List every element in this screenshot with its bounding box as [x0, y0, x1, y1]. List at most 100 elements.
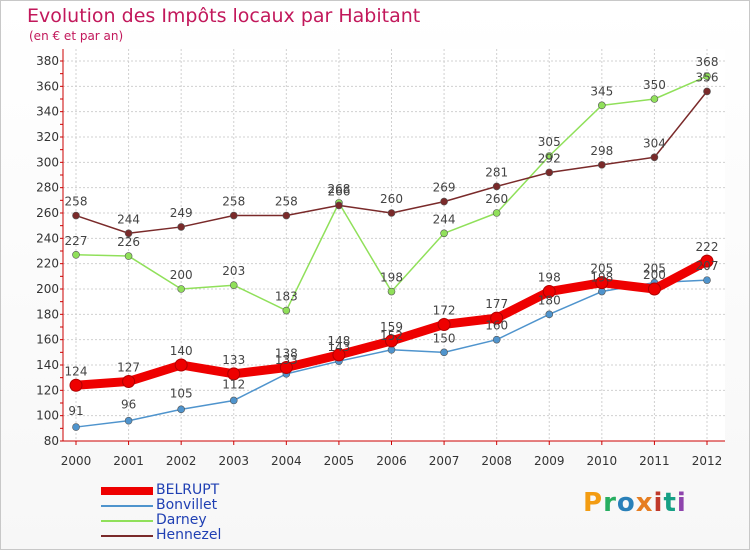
data-label: 91: [68, 404, 83, 418]
chart-subtitle: (en € et par an): [29, 29, 124, 43]
data-point: [650, 95, 659, 103]
data-point: [703, 72, 711, 80]
data-point: [437, 317, 451, 331]
data-label: 258: [275, 195, 298, 209]
logo-letter: r: [603, 488, 617, 518]
data-label: 148: [327, 334, 350, 348]
data-label: 96: [121, 398, 136, 412]
data-label: 356: [696, 70, 719, 84]
x-tick-label: 2012: [692, 454, 723, 468]
data-point: [545, 310, 554, 319]
data-label: 258: [222, 195, 245, 209]
y-tick-label: 180: [36, 307, 59, 321]
data-point: [703, 276, 711, 284]
data-label: 143: [327, 340, 350, 354]
data-label: 258: [65, 195, 88, 209]
data-label: 140: [170, 344, 193, 358]
data-point: [598, 101, 606, 110]
data-label: 177: [485, 297, 508, 311]
plot-area: [63, 49, 725, 441]
data-label: 150: [433, 331, 456, 345]
data-point: [229, 281, 238, 290]
chart-title: Evolution des Impôts locaux par Habitant: [27, 5, 421, 27]
data-label: 183: [275, 290, 298, 304]
data-point: [545, 168, 554, 177]
data-label: 298: [590, 144, 613, 158]
data-label: 244: [117, 212, 140, 226]
x-tick-label: 2002: [166, 454, 197, 468]
legend-label: Hennezel: [156, 527, 222, 543]
legend-label: Darney: [156, 512, 207, 528]
data-label: 159: [380, 320, 403, 334]
data-point: [647, 282, 661, 296]
data-label: 260: [485, 192, 508, 206]
y-tick-label: 160: [36, 333, 59, 347]
data-point: [598, 161, 606, 169]
data-point: [124, 416, 133, 425]
y-tick-label: 220: [36, 257, 59, 271]
data-point: [545, 152, 554, 160]
data-point: [490, 311, 504, 325]
data-label: 205: [643, 262, 666, 276]
data-label: 198: [538, 271, 561, 285]
data-point: [279, 361, 293, 375]
data-point: [72, 211, 80, 220]
data-point: [177, 285, 185, 293]
y-tick-label: 360: [36, 79, 59, 93]
data-point: [387, 209, 396, 217]
data-label: 350: [643, 78, 666, 92]
y-tick-label: 260: [36, 206, 59, 220]
data-label: 133: [275, 353, 298, 367]
data-label: 304: [643, 136, 666, 150]
logo-letter: t: [663, 488, 677, 518]
legend-label: Bonvillet: [156, 497, 218, 513]
y-tick-label: 100: [36, 409, 59, 423]
data-label: 200: [170, 268, 193, 282]
x-tick-label: 2008: [481, 454, 512, 468]
data-point: [282, 306, 291, 315]
data-point: [700, 254, 714, 268]
data-label: 222: [696, 240, 719, 254]
x-tick-label: 2010: [587, 454, 618, 468]
y-tick-label: 140: [36, 358, 59, 372]
x-tick-label: 2000: [61, 454, 92, 468]
y-tick-label: 120: [36, 383, 59, 397]
legend-swatch: [101, 520, 153, 522]
data-point: [124, 229, 133, 238]
data-point: [229, 211, 238, 220]
data-point: [69, 378, 83, 392]
data-label: 138: [275, 347, 298, 361]
data-point: [492, 335, 501, 344]
data-label: 112: [222, 377, 245, 391]
logo-letter: i: [653, 488, 664, 518]
y-tick-label: 340: [36, 105, 59, 119]
data-label: 207: [696, 259, 719, 273]
data-point: [387, 287, 396, 296]
legend-swatch: [101, 535, 153, 537]
logo-letter: x: [635, 488, 654, 518]
data-point: [72, 423, 80, 431]
y-tick-label: 200: [36, 282, 59, 296]
legend-swatch: [101, 505, 153, 507]
data-point: [72, 251, 80, 259]
data-point: [492, 182, 501, 191]
data-point: [282, 211, 291, 220]
proxiti-logo: Proxiti: [583, 488, 687, 518]
logo-letter: o: [616, 488, 636, 518]
data-label: 172: [433, 303, 456, 317]
data-point: [332, 348, 346, 362]
data-point: [122, 374, 136, 388]
data-point: [440, 197, 448, 206]
data-label: 203: [222, 264, 245, 278]
data-point: [385, 334, 398, 348]
x-tick-label: 2006: [376, 454, 407, 468]
data-label: 205: [590, 262, 613, 276]
data-label: 268: [327, 182, 350, 196]
data-point: [177, 405, 185, 414]
data-point: [542, 285, 556, 299]
data-label: 124: [65, 364, 88, 378]
y-tick-label: 380: [36, 54, 59, 68]
data-point: [177, 223, 185, 231]
data-label: 105: [170, 386, 193, 400]
